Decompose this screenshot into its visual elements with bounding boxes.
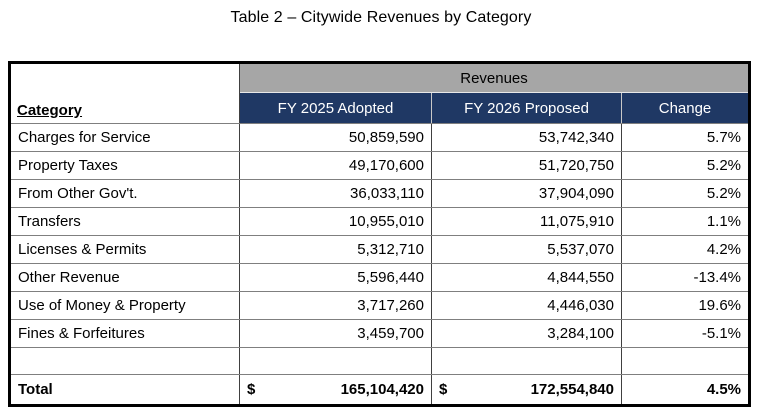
cell-category: From Other Gov't. xyxy=(9,179,240,208)
total-fy2025-value: 165,104,420 xyxy=(340,381,424,398)
table-row: Other Revenue 5,596,440 4,844,550 -13.4% xyxy=(9,263,750,292)
cell-fy2026: 3,284,100 xyxy=(431,319,622,348)
column-header-change: Change xyxy=(620,92,750,124)
cell-fy2025: 50,859,590 xyxy=(239,123,432,152)
column-header-row: FY 2025 Adopted FY 2026 Proposed Change xyxy=(10,92,750,124)
group-header-row: Category Revenues xyxy=(9,62,750,124)
cell-change: 5.7% xyxy=(620,123,750,152)
empty-cell xyxy=(431,347,622,375)
cell-change: -5.1% xyxy=(620,319,750,348)
total-fy2025-cell: $ 165,104,420 xyxy=(239,374,432,406)
cell-fy2025: 49,170,600 xyxy=(239,151,432,180)
cell-fy2026: 37,904,090 xyxy=(431,179,622,208)
table-row: Charges for Service 50,859,590 53,742,34… xyxy=(9,123,750,152)
cell-category: Use of Money & Property xyxy=(9,291,240,320)
cell-fy2025: 3,459,700 xyxy=(239,319,432,348)
table-row: Property Taxes 49,170,600 51,720,750 5.2… xyxy=(9,151,750,180)
total-fy2026-value: 172,554,840 xyxy=(530,381,614,398)
cell-change: -13.4% xyxy=(620,263,750,292)
empty-cell xyxy=(239,347,432,375)
total-change-value: 4.5% xyxy=(620,374,750,406)
cell-change: 1.1% xyxy=(620,207,750,236)
cell-category: Transfers xyxy=(9,207,240,236)
table-row: Licenses & Permits 5,312,710 5,537,070 4… xyxy=(9,235,750,264)
page-title: Table 2 – Citywide Revenues by Category xyxy=(230,9,532,26)
column-header-fy2026: FY 2026 Proposed xyxy=(431,92,622,124)
cell-category: Charges for Service xyxy=(9,123,240,152)
cell-fy2025: 5,312,710 xyxy=(239,235,432,264)
cell-fy2026: 11,075,910 xyxy=(431,207,622,236)
total-fy2026-cell: $ 172,554,840 xyxy=(431,374,622,406)
cell-fy2025: 3,717,260 xyxy=(239,291,432,320)
revenues-group-header: Revenues xyxy=(238,62,750,93)
empty-cell xyxy=(620,347,750,375)
table-row: Use of Money & Property 3,717,260 4,446,… xyxy=(9,291,750,320)
cell-fy2026: 4,446,030 xyxy=(431,291,622,320)
cell-category: Property Taxes xyxy=(9,151,240,180)
table-row: Transfers 10,955,010 11,075,910 1.1% xyxy=(9,207,750,236)
empty-cell xyxy=(9,347,240,375)
column-header-fy2025: FY 2025 Adopted xyxy=(239,92,432,124)
cell-category: Fines & Forfeitures xyxy=(9,319,240,348)
total-row: Total $ 165,104,420 $ 172,554,840 4.5% xyxy=(9,374,750,406)
cell-fy2026: 51,720,750 xyxy=(431,151,622,180)
cell-change: 5.2% xyxy=(620,151,750,180)
cell-category: Licenses & Permits xyxy=(9,235,240,264)
currency-symbol: $ xyxy=(247,381,256,398)
table-row: Fines & Forfeitures 3,459,700 3,284,100 … xyxy=(9,319,750,348)
cell-change: 5.2% xyxy=(620,179,750,208)
cell-fy2026: 53,742,340 xyxy=(431,123,622,152)
currency-symbol: $ xyxy=(439,381,448,398)
cell-fy2025: 5,596,440 xyxy=(239,263,432,292)
cell-change: 19.6% xyxy=(620,291,750,320)
cell-fy2026: 4,844,550 xyxy=(431,263,622,292)
category-header-label: Category xyxy=(17,102,83,119)
cell-change: 4.2% xyxy=(620,235,750,264)
category-header-cell: Category xyxy=(9,62,240,124)
cell-fy2025: 36,033,110 xyxy=(239,179,432,208)
cell-fy2026: 5,537,070 xyxy=(431,235,622,264)
empty-row xyxy=(9,347,750,375)
cell-fy2025: 10,955,010 xyxy=(239,207,432,236)
cell-category: Other Revenue xyxy=(9,263,240,292)
revenues-table: Category Revenues FY 2025 Adopted FY 202… xyxy=(8,61,752,407)
total-label: Total xyxy=(9,374,240,406)
table-row: From Other Gov't. 36,033,110 37,904,090 … xyxy=(9,179,750,208)
